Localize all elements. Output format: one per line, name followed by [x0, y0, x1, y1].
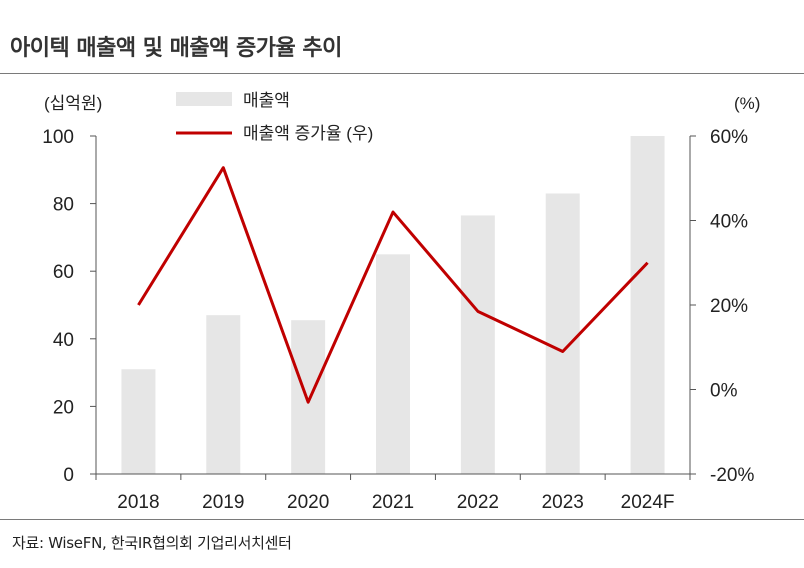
left-tick-label: 100 [42, 127, 74, 148]
right-tick-label: 60% [710, 127, 748, 148]
right-tick-label: 0% [710, 381, 738, 402]
right-axis-unit: (%) [734, 94, 760, 113]
x-tick-label: 2022 [457, 492, 499, 513]
revenue-bar-2023 [545, 193, 580, 474]
left-tick-label: 20 [53, 397, 74, 418]
revenue-bar-2022 [460, 215, 495, 474]
revenue-bar-2024F [630, 136, 665, 474]
left-tick-label: 40 [53, 330, 74, 351]
x-tick-label: 2018 [117, 492, 159, 513]
combo-chart: 0 20 40 60 80 100 -20% 0% 20% 40% 60% 2018 2019 2020 2… [42, 91, 760, 513]
title-divider [0, 73, 804, 74]
chart-title: 아이텍 매출액 및 매출액 증가율 추이 [10, 36, 342, 61]
x-tick-label: 2024F [621, 492, 675, 513]
revenue-bar-2018 [121, 369, 156, 474]
source-note: 자료: WiseFN, 한국IR협의회 기업리서치센터 [12, 534, 292, 552]
legend-line-label: 매출액 증가율 (우) [243, 124, 373, 143]
x-tick-label: 2020 [287, 492, 329, 513]
right-tick-label: -20% [710, 465, 754, 486]
x-tick-label: 2023 [542, 492, 584, 513]
left-tick-label: 60 [53, 262, 74, 283]
legend-bar-swatch [176, 92, 232, 106]
revenue-bar-2021 [376, 254, 410, 474]
right-tick-label: 20% [710, 296, 748, 317]
legend-bar-label: 매출액 [243, 91, 290, 110]
growth-rate-line [137, 166, 649, 404]
right-tick-label: 40% [710, 212, 748, 233]
left-tick-label: 80 [53, 195, 74, 216]
x-tick-label: 2019 [202, 492, 244, 513]
left-axis-unit: (십억원) [44, 94, 102, 113]
revenue-bar-2019 [206, 315, 241, 474]
revenue-bar-2020 [291, 320, 326, 474]
left-tick-label: 0 [63, 465, 74, 486]
x-tick-label: 2021 [372, 492, 414, 513]
source-divider [0, 519, 804, 520]
